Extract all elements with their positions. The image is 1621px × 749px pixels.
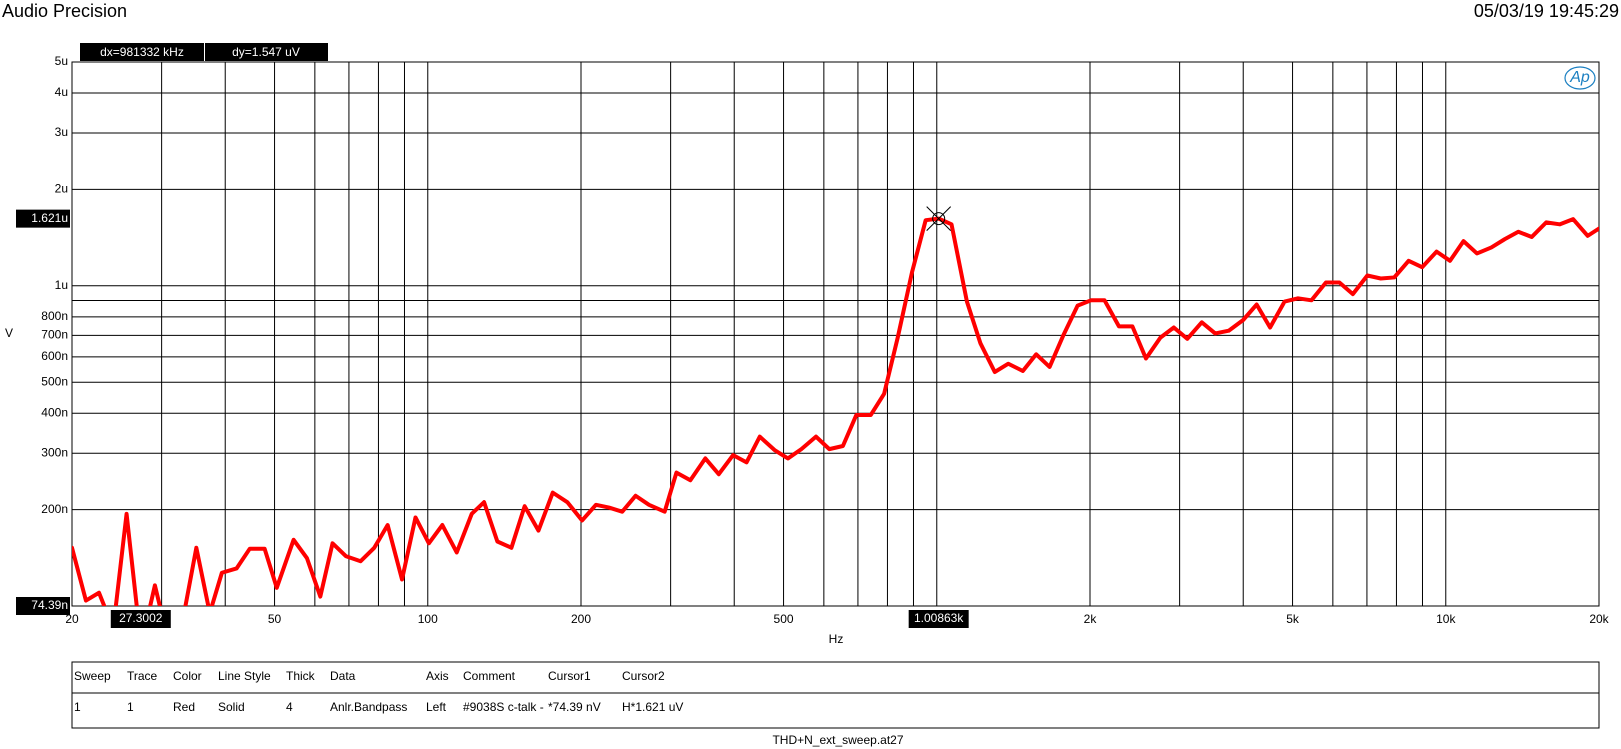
cursor-x-label: 27.3002: [119, 611, 163, 625]
legend-table: Sweep Trace Color Line Style Thick Data Axis Co…: [74, 669, 683, 714]
y-tick-label: 2u: [55, 182, 68, 196]
x-tick-label: 20k: [1589, 612, 1609, 626]
y-axis-label: V: [5, 326, 13, 340]
y-tick-label: 800n: [41, 309, 68, 323]
x-tick-label: 20: [65, 612, 79, 626]
cursor-y-label: 1.621u: [31, 211, 68, 225]
x-tick-label: 50: [268, 612, 282, 626]
table-cell: H*1.621 uV: [622, 700, 683, 714]
cursor-marker: [932, 212, 946, 226]
table-header: Cursor2: [622, 669, 665, 683]
data-line: [72, 216, 1599, 606]
traces: [72, 216, 1599, 606]
cursor-x-label: 1.00863k: [914, 611, 964, 625]
table-header: Sweep: [74, 669, 111, 683]
dx-readout: dx=981332 kHz: [100, 45, 184, 59]
table-header: Line Style: [218, 669, 271, 683]
footer: THD+N_ext_sweep.at27: [772, 733, 903, 747]
x-tick-label: 2k: [1084, 612, 1098, 626]
plot-frame: [71, 61, 1600, 607]
table-cell: Red: [173, 700, 195, 714]
y-tick-label: 300n: [41, 445, 68, 459]
x-tick-label: 5k: [1286, 612, 1300, 626]
cursor-y-label: 74.39n: [31, 598, 68, 612]
y-tick-label: 500n: [41, 374, 68, 388]
y-tick-label: 600n: [41, 349, 68, 363]
x-axis-label: Hz: [829, 632, 844, 646]
cursor-x-box: [110, 610, 171, 628]
x-tick-label: 10k: [1436, 612, 1456, 626]
x-tick-label: 200: [571, 612, 591, 626]
logo-ring: [1564, 66, 1596, 90]
logo: Ap: [1569, 69, 1590, 86]
table-cell: 1: [127, 700, 134, 714]
cursor-y-box: [16, 597, 70, 615]
y-tick-label: 3u: [55, 125, 68, 139]
table-header: Thick: [286, 669, 316, 683]
table-header: Cursor1: [548, 669, 591, 683]
table-header: Comment: [463, 669, 516, 683]
cursor-cross: [926, 206, 952, 231]
y-tick-label: 200n: [41, 502, 68, 516]
cursor-x-box: [908, 610, 969, 628]
x-tick-label: 500: [774, 612, 794, 626]
table-cell: Anlr.Bandpass: [330, 700, 407, 714]
y-tick-label: 1u: [55, 278, 68, 292]
table-cell: 1: [74, 700, 81, 714]
dx-box: [80, 43, 204, 61]
dy-readout: dy=1.547 uV: [232, 45, 300, 59]
table-header: Color: [173, 669, 202, 683]
dy-box: [205, 43, 328, 61]
table-cell: Left: [426, 700, 447, 714]
cursor-y-box: [16, 209, 70, 228]
y-tick-label: 400n: [41, 405, 68, 419]
timestamp: 05/03/19 19:45:29: [1474, 1, 1619, 21]
y-tick-label: 700n: [41, 328, 68, 342]
table-cell: #9038S c-talk -: [463, 700, 544, 714]
y-tick-label: 4u: [55, 85, 68, 99]
table-cell: Solid: [218, 700, 245, 714]
grid: [71, 61, 1600, 607]
legend-table-frame: [71, 661, 1600, 729]
x-tick-label: 100: [418, 612, 438, 626]
y-tick-label: 5u: [55, 54, 68, 68]
table-cell: 4: [286, 700, 293, 714]
labels: 100n200n300n400n500n600n700n800n1u2u3u4u…: [16, 54, 1610, 628]
table-header: Data: [330, 669, 356, 683]
table-header: Trace: [127, 669, 158, 683]
table-header: Axis: [426, 669, 449, 683]
chart-title: Audio Precision: [2, 1, 127, 21]
table-cell: *74.39 nV: [548, 700, 601, 714]
